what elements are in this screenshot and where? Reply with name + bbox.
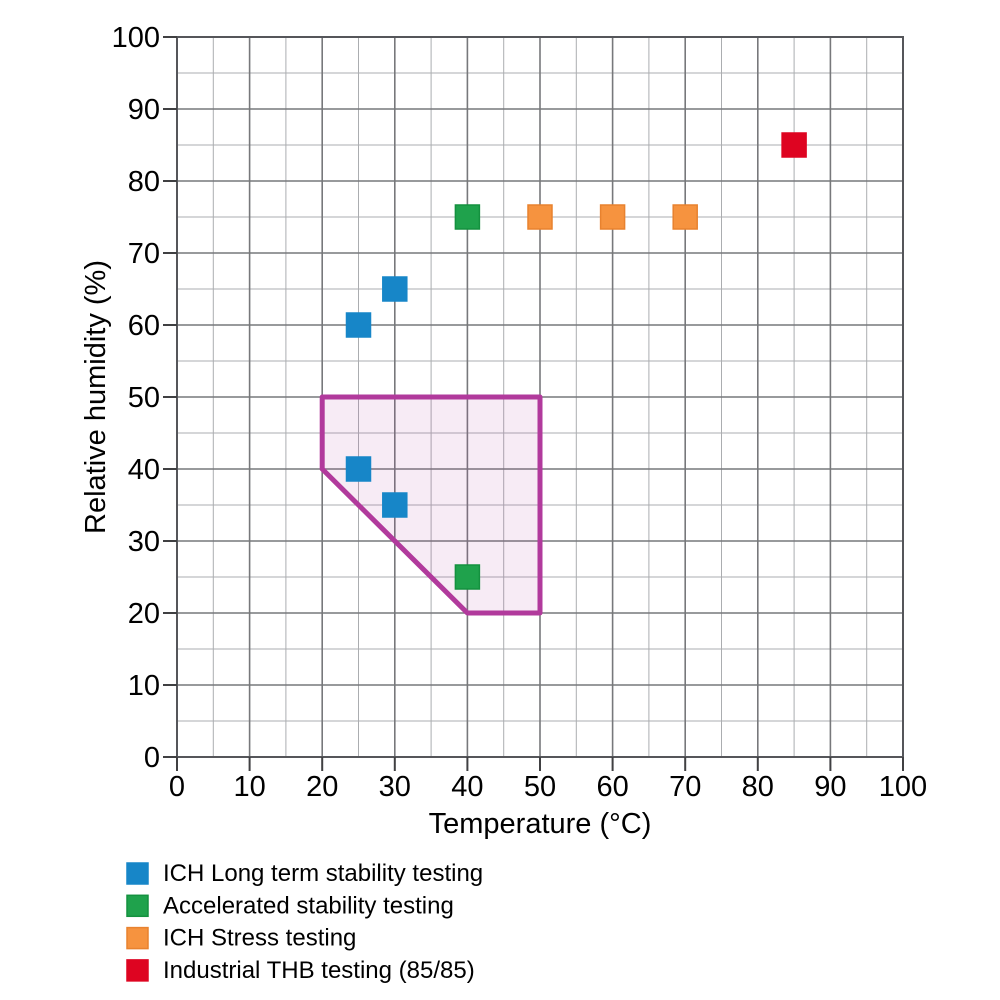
y-tick-label: 80 bbox=[128, 166, 160, 198]
y-axis-title: Relative humidity (%) bbox=[80, 260, 112, 534]
x-tick-label: 60 bbox=[596, 771, 628, 803]
y-tick-label: 100 bbox=[112, 22, 160, 54]
x-tick-label: 100 bbox=[879, 771, 927, 803]
legend-label: ICH Long term stability testing bbox=[163, 860, 483, 887]
x-tick-label: 50 bbox=[524, 771, 556, 803]
axis-ticks bbox=[163, 36, 904, 771]
y-tick-label: 0 bbox=[144, 742, 160, 774]
x-tick-label: 80 bbox=[742, 771, 774, 803]
y-tick-label: 30 bbox=[128, 526, 160, 558]
data-point bbox=[781, 132, 807, 158]
x-tick-label: 40 bbox=[451, 771, 483, 803]
legend-label: Accelerated stability testing bbox=[163, 892, 454, 919]
data-point bbox=[382, 492, 408, 518]
data-points bbox=[345, 132, 807, 590]
legend-label: Industrial THB testing (85/85) bbox=[163, 957, 475, 984]
legend-label: ICH Stress testing bbox=[163, 925, 356, 952]
x-axis-title: Temperature (°C) bbox=[429, 808, 652, 840]
legend-swatch bbox=[126, 894, 149, 918]
x-tick-label: 70 bbox=[669, 771, 701, 803]
x-tick-label: 10 bbox=[233, 771, 265, 803]
data-point bbox=[672, 204, 698, 230]
data-point bbox=[382, 276, 408, 302]
highlighted-region bbox=[319, 394, 543, 616]
y-tick-label: 40 bbox=[128, 454, 160, 486]
x-tick-label: 20 bbox=[306, 771, 338, 803]
legend-swatch bbox=[126, 926, 149, 950]
y-tick-label: 70 bbox=[128, 238, 160, 270]
legend-swatch bbox=[126, 959, 149, 982]
y-tick-label: 20 bbox=[128, 598, 160, 630]
x-tick-label: 30 bbox=[379, 771, 411, 803]
x-tick-label: 0 bbox=[169, 771, 185, 803]
data-point bbox=[454, 204, 481, 230]
y-tick-label: 60 bbox=[128, 310, 160, 342]
legend: ICH Long term stability testing Accelerat… bbox=[126, 860, 483, 984]
legend-swatch bbox=[126, 862, 149, 885]
axis-tick-labels: 0 10 20 30 40 50 60 70 80 90 100 0 10 20 30 40 50 60 70 80 9… bbox=[112, 22, 928, 803]
y-tick-label: 10 bbox=[128, 670, 160, 702]
x-tick-label: 90 bbox=[814, 771, 846, 803]
highlighted-humidity-temperature-region bbox=[319, 394, 543, 616]
data-point bbox=[599, 204, 626, 230]
data-point bbox=[454, 564, 481, 590]
y-tick-label: 90 bbox=[128, 94, 160, 126]
data-point bbox=[527, 204, 553, 230]
y-tick-label: 50 bbox=[128, 382, 160, 414]
data-point bbox=[345, 456, 372, 482]
data-point bbox=[345, 312, 372, 338]
